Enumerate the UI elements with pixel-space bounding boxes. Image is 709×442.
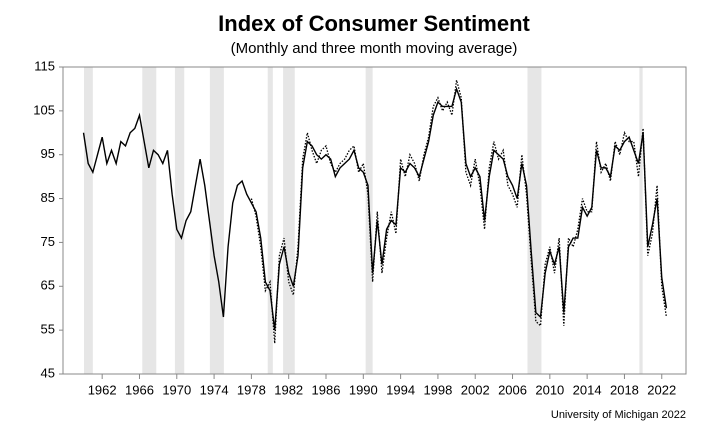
source: University of Michigan 2022 bbox=[551, 409, 686, 421]
chart-subtitle: (Monthly and three month moving average) bbox=[231, 40, 518, 57]
recession-band bbox=[142, 67, 157, 374]
x-tick-label: 1974 bbox=[200, 382, 229, 397]
y-tick-label: 45 bbox=[41, 365, 55, 380]
x-tick-label: 1978 bbox=[237, 382, 266, 397]
x-tick-label: 2010 bbox=[535, 382, 564, 397]
x-tick-label: 2022 bbox=[647, 382, 676, 397]
recession-band bbox=[283, 67, 295, 374]
series-line bbox=[250, 79, 668, 344]
chart-title: Index of Consumer Sentiment bbox=[218, 11, 530, 36]
y-tick-label: 85 bbox=[41, 190, 55, 205]
x-tick-label: 1962 bbox=[88, 382, 117, 397]
y-tick-label: 55 bbox=[41, 322, 55, 337]
recession-band bbox=[174, 67, 185, 374]
x-tick-label: 2014 bbox=[573, 382, 602, 397]
recession-band bbox=[83, 67, 93, 374]
recession-band bbox=[267, 67, 273, 374]
recession-band bbox=[639, 67, 643, 374]
y-tick-label: 65 bbox=[41, 278, 55, 293]
x-tick-label: 2006 bbox=[498, 382, 527, 397]
x-tick-label: 1998 bbox=[423, 382, 452, 397]
x-tick-label: 1982 bbox=[274, 382, 303, 397]
recession-band bbox=[527, 67, 542, 374]
x-tick-label: 1966 bbox=[125, 382, 154, 397]
x-tick-label: 2002 bbox=[461, 382, 490, 397]
y-tick-label: 75 bbox=[41, 234, 55, 249]
y-tick-label: 95 bbox=[41, 146, 55, 161]
x-tick-label: 1990 bbox=[349, 382, 378, 397]
plot-frame bbox=[62, 66, 687, 375]
series-line bbox=[82, 86, 668, 331]
x-tick-label: 1970 bbox=[162, 382, 191, 397]
x-tick-label: 1994 bbox=[386, 382, 415, 397]
x-tick-label: 2018 bbox=[610, 382, 639, 397]
recession-band bbox=[209, 67, 224, 374]
x-tick-label: 1986 bbox=[312, 382, 341, 397]
y-tick-label: 115 bbox=[34, 58, 55, 73]
y-tick-label: 105 bbox=[33, 102, 55, 117]
